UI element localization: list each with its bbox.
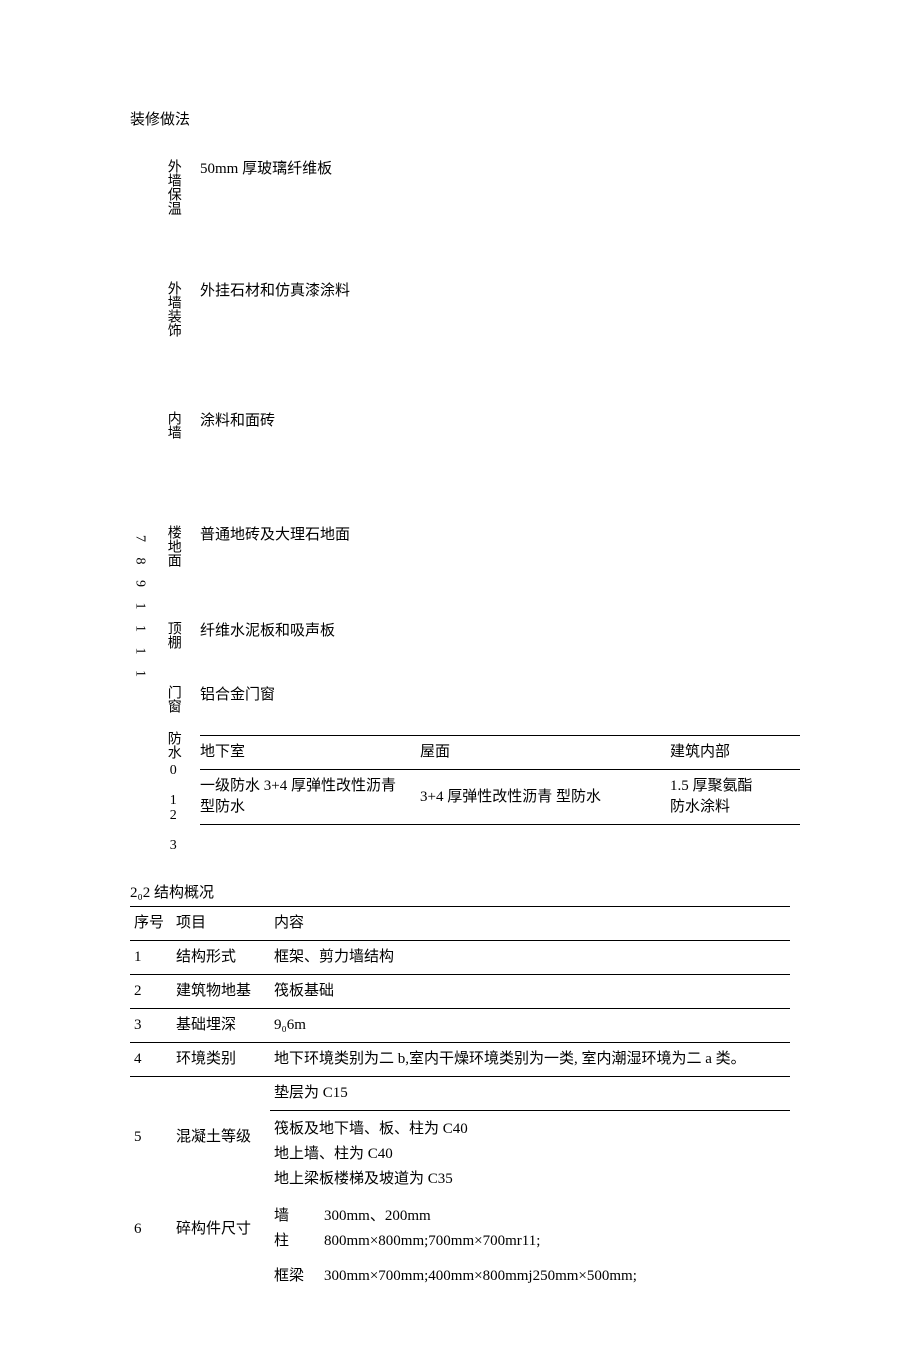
section-title-2: 2₀2 结构概况 — [130, 883, 800, 904]
content-wall-insulation: 50mm 厚玻璃纤维板 — [194, 159, 800, 180]
t2-r6-s2: 柱 — [274, 1229, 316, 1254]
wp-head-basement: 地下室 — [200, 742, 420, 763]
label-ceiling: 顶棚 — [163, 621, 183, 649]
t2-r2-content: 筏板基础 — [270, 975, 790, 1009]
row-waterproof: 防水 0 12 3 地下室 屋面 建筑内部 一级防水 3+4 厚弹性改性沥青 型… — [158, 731, 800, 853]
t2-r6-vals: 300mm、200mm 800mm×800mm;700mm×700mr11; — [320, 1198, 790, 1260]
row-floor: 楼地面 普通地砖及大理石地面 — [158, 489, 800, 603]
t2-r3-item: 基础埋深 — [172, 1009, 270, 1043]
t2-r3-content: 9₀6m — [270, 1009, 790, 1043]
label-floor: 楼地面 — [163, 525, 183, 567]
row-wall-insulation: 外墙保温 50mm 厚玻璃纤维板 — [158, 135, 800, 235]
t2-r6-s1: 墙 — [274, 1204, 316, 1229]
label-wall-insulation: 外墙保温 — [163, 159, 183, 215]
label-wall-finish: 外墙装饰 — [163, 281, 183, 337]
t2-r5-rest: 筏板及地下墙、板、柱为 C40 地上墙、柱为 C40 地上梁板楼梯及坡道为 C3… — [270, 1111, 790, 1199]
t2-r5-c3: 地上墙、柱为 C40 — [274, 1142, 786, 1167]
label-waterproof: 防水 — [163, 731, 183, 759]
t2-r3-num: 3 — [130, 1009, 172, 1043]
waterproof-body-row: 一级防水 3+4 厚弹性改性沥青 型防水 3+4 厚弹性改性沥青 型防水 1.5… — [200, 770, 800, 825]
t2-r6-subcol: 墙 柱 — [270, 1198, 320, 1260]
content-inner-wall: 涂料和面砖 — [194, 411, 800, 432]
wp-head-interior: 建筑内部 — [670, 742, 800, 763]
t2-r6-c2: 800mm×800mm;700mm×700mr11; — [324, 1229, 786, 1254]
t2-r6-c1: 300mm、200mm — [324, 1204, 786, 1229]
wp-body-basement: 一级防水 3+4 厚弹性改性沥青 型防水 — [200, 776, 420, 818]
structure-table: 序号 项目 内容 1 结构形式 框架、剪力墙结构 2 建筑物地基 筏板基础 3 … — [130, 906, 790, 1293]
label-waterproof-nums: 0 12 3 — [163, 763, 183, 853]
row-doors-windows: 门窗 铝合金门窗 — [158, 671, 800, 731]
content-doors-windows: 铝合金门窗 — [194, 685, 800, 706]
t2-r5-c4: 地上梁板楼梯及坡道为 C35 — [274, 1167, 786, 1192]
t2-r5-c2: 筏板及地下墙、板、柱为 C40 — [274, 1117, 786, 1142]
t2-r4-item: 环境类别 — [172, 1043, 270, 1077]
row-inner-wall: 内墙 涂料和面砖 — [158, 377, 800, 489]
waterproof-header-row: 地下室 屋面 建筑内部 — [200, 735, 800, 770]
label-inner-wall: 内墙 — [163, 411, 183, 439]
t2-r6-c3: 300mm×700mm;400mm×800mmj250mm×500mm; — [320, 1260, 790, 1293]
row-wall-finish: 外墙装饰 外挂石材和仿真漆涂料 — [158, 235, 800, 377]
t2-r1-content: 框架、剪力墙结构 — [270, 941, 790, 975]
content-floor: 普通地砖及大理石地面 — [194, 525, 800, 546]
t2-r2-item: 建筑物地基 — [172, 975, 270, 1009]
wp-body-interior-l1: 1.5 厚聚氨酯 — [670, 776, 800, 797]
row-number-strip: 7 8 9 1 1 1 1 — [130, 135, 148, 683]
t2-r6-s3: 框梁 — [270, 1260, 320, 1293]
wp-body-roof: 3+4 厚弹性改性沥青 型防水 — [420, 787, 670, 808]
label-doors-windows: 门窗 — [163, 685, 183, 713]
t2-r5-num: 5 — [130, 1077, 172, 1199]
wp-body-interior: 1.5 厚聚氨酯 防水涂料 — [670, 776, 800, 818]
wp-body-basement-l1: 一级防水 3+4 厚弹性改性沥青 — [200, 776, 420, 797]
section-title-1: 装修做法 — [130, 110, 800, 131]
t2-r5-c1: 垫层为 C15 — [270, 1077, 790, 1111]
content-ceiling: 纤维水泥板和吸声板 — [194, 621, 800, 642]
t2-r6-num: 6 — [130, 1198, 172, 1260]
content-wall-finish: 外挂石材和仿真漆涂料 — [194, 281, 800, 302]
t2-head-num: 序号 — [130, 907, 172, 941]
table-1: 7 8 9 1 1 1 1 外墙保温 50mm 厚玻璃纤维板 外墙装饰 外挂石材… — [130, 135, 800, 853]
table-1-rows: 外墙保温 50mm 厚玻璃纤维板 外墙装饰 外挂石材和仿真漆涂料 内墙 涂料和面… — [148, 135, 800, 853]
t2-head-item: 项目 — [172, 907, 270, 941]
t2-r6-item: 碎构件尺寸 — [172, 1198, 270, 1260]
wp-head-roof: 屋面 — [420, 742, 670, 763]
row-ceiling: 顶棚 纤维水泥板和吸声板 — [158, 603, 800, 671]
t2-r4-num: 4 — [130, 1043, 172, 1077]
t2-r1-item: 结构形式 — [172, 941, 270, 975]
t2-r5-item: 混凝土等级 — [172, 1077, 270, 1199]
wp-body-interior-l2: 防水涂料 — [670, 797, 800, 818]
t2-r1-num: 1 — [130, 941, 172, 975]
t2-r2-num: 2 — [130, 975, 172, 1009]
wp-body-basement-l2: 型防水 — [200, 797, 420, 818]
t2-r4-content: 地下环境类别为二 b,室内干燥环境类别为一类, 室内潮湿环境为二 a 类。 — [270, 1043, 790, 1077]
t2-head-content: 内容 — [270, 907, 790, 941]
